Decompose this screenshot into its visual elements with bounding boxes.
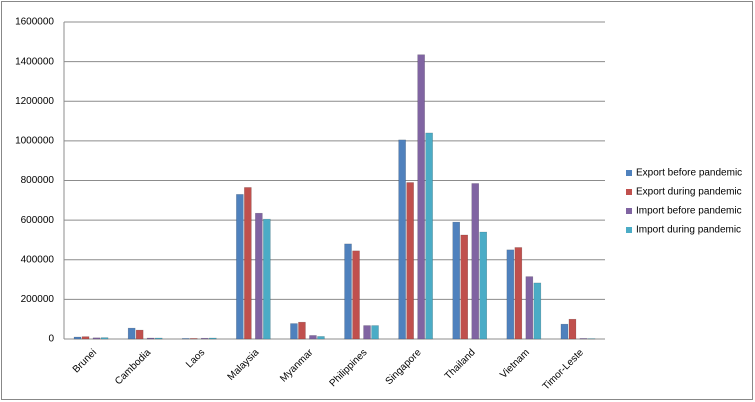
legend-label: Export before pandemic [636,168,742,179]
bar [190,338,198,340]
bar [309,335,317,340]
bar [460,234,468,340]
bar [263,218,271,340]
legend-swatch [626,170,632,176]
bar [344,243,352,340]
bar [182,338,190,340]
bar [201,337,209,340]
bar [406,182,414,340]
bar [514,247,523,340]
bar [568,318,577,340]
bar [417,54,425,340]
bar [560,323,569,340]
legend-label: Import during pandemic [636,225,741,236]
y-tick-label: 800000 [21,175,55,186]
bar [92,337,101,340]
legend-label: Export during pandemic [636,187,742,198]
legend-swatch [626,208,632,214]
bar [298,321,306,340]
y-tick-label: 1400000 [15,56,54,67]
bar [244,187,252,340]
y-tick-label: 400000 [21,254,55,265]
bar [236,194,244,340]
bar [506,249,515,340]
bar [352,250,360,340]
y-tick-label: 200000 [21,294,55,305]
legend-label: Import before pandemic [636,206,742,217]
y-tick-label: 1200000 [15,96,54,107]
bar [146,337,155,340]
bar [127,327,136,340]
bar [81,336,90,340]
bar [100,337,109,340]
bar [479,231,487,340]
y-tick-label: 600000 [21,215,55,226]
bar [317,336,325,340]
bar [471,183,479,340]
y-tick-label: 1600000 [15,17,54,28]
bar [73,336,82,340]
bar [363,325,371,340]
y-tick-label: 1000000 [15,136,54,147]
bar [154,337,163,340]
bar [255,212,263,340]
bar [135,329,144,340]
bar [398,139,406,340]
bar [525,276,534,340]
bar [290,323,298,340]
bar [209,337,217,340]
bar [425,132,433,340]
bar [579,338,588,340]
bar [371,325,379,340]
legend-swatch [626,227,632,233]
legend-swatch [626,189,632,195]
bar [452,221,460,340]
y-tick-label: 0 [48,334,54,345]
bar [533,282,542,340]
